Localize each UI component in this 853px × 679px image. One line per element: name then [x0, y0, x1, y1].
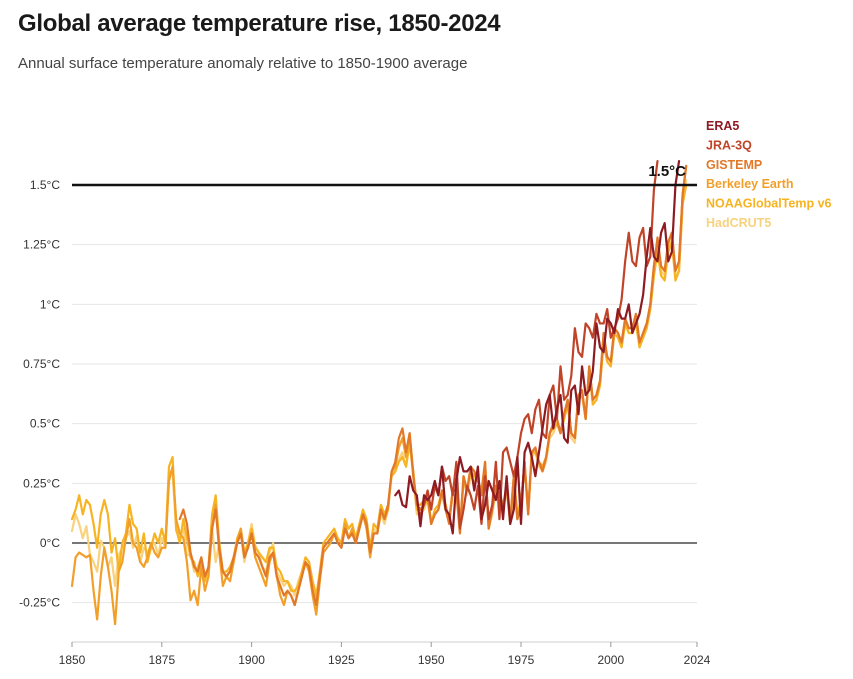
legend-label-jra-3q: JRA-3Q — [706, 138, 752, 152]
series-line-era5 — [394, 160, 681, 535]
y-tick-label: 1°C — [40, 297, 60, 311]
x-tick-label: 1900 — [238, 653, 265, 667]
threshold-layer: 1.5°C — [72, 163, 697, 187]
chart-title: Global average temperature rise, 1850-20… — [18, 10, 501, 37]
series-line-noaaglobaltemp-v6 — [70, 183, 688, 597]
chart-subtitle: Annual surface temperature anomaly relat… — [18, 55, 468, 72]
legend-label-berkeley-earth: Berkeley Earth — [706, 177, 794, 191]
series-line-jra-3q — [419, 160, 659, 530]
x-tick-label: 1975 — [508, 653, 535, 667]
x-tick-label: 2024 — [684, 653, 711, 667]
series-layer — [70, 160, 688, 626]
x-tick-label: 1950 — [418, 653, 445, 667]
x-tick-label: 1850 — [59, 653, 86, 667]
x-tick-label: 1875 — [148, 653, 175, 667]
legend-layer: ERA5 JRA-3Q GISTEMP Berkeley Earth NOAAGloba… — [706, 119, 832, 230]
y-tick-label: 0.25°C — [23, 476, 60, 490]
x-tick-label: 2000 — [597, 653, 624, 667]
y-tick-label: -0.25°C — [19, 596, 60, 610]
series-line-berkeley-earth — [70, 164, 688, 626]
legend-label-hadcrut5: HadCRUT5 — [706, 216, 771, 230]
legend-label-gistemp: GISTEMP — [706, 158, 762, 172]
x-tick-label: 1925 — [328, 653, 355, 667]
y-tick-label: 0°C — [40, 536, 60, 550]
y-tick-label: 0.5°C — [30, 417, 60, 431]
axis-layer: -0.25°C 0°C 0.25°C 0.5°C 0.75°C 1°C 1.25°C 1.5°… — [19, 178, 710, 667]
series-line-gistemp — [178, 164, 688, 607]
y-tick-label: 0.75°C — [23, 357, 60, 371]
legend-label-era5: ERA5 — [706, 119, 739, 133]
y-tick-label: 1.25°C — [23, 238, 60, 252]
legend-label-noaaglobaltemp-v6: NOAAGlobalTemp v6 — [706, 197, 832, 211]
threshold-label: 1.5°C — [648, 163, 686, 180]
grid-layer — [72, 244, 697, 604]
y-tick-label: 1.5°C — [30, 178, 60, 192]
